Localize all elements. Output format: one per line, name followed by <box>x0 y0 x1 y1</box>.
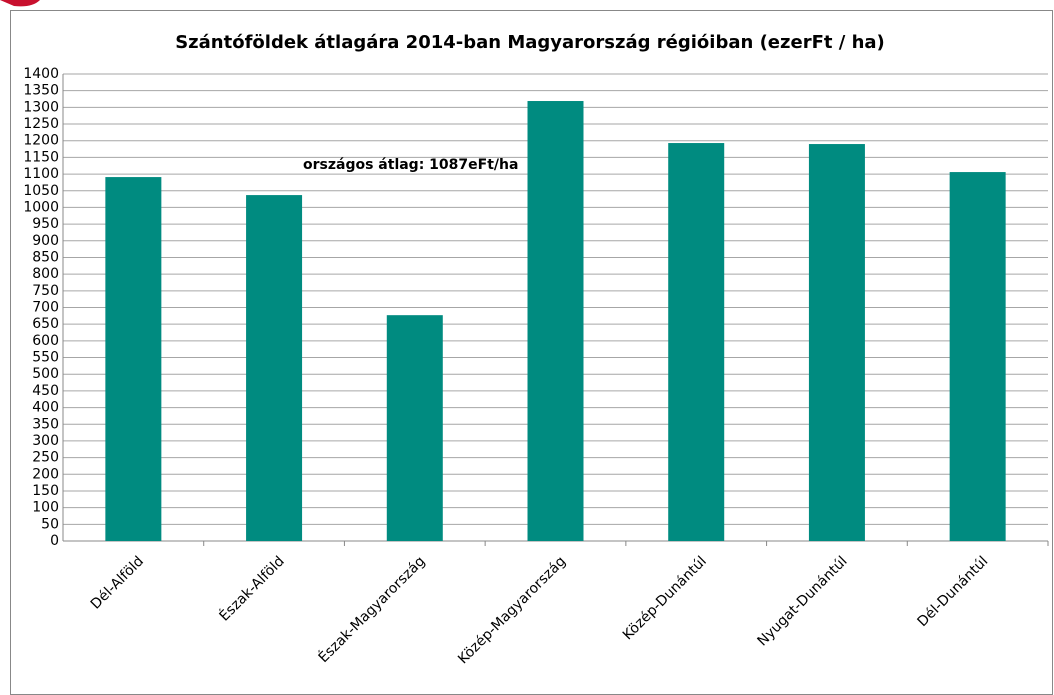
bar <box>105 177 162 541</box>
y-tick-label: 700 <box>32 300 59 316</box>
y-tick-label: 600 <box>32 333 59 349</box>
y-tick-label: 900 <box>32 233 59 249</box>
y-tick-label: 150 <box>32 483 59 499</box>
y-tick-label: 250 <box>32 450 59 466</box>
y-tick-label: 50 <box>41 516 59 532</box>
y-tick-label: 950 <box>32 216 59 232</box>
bar <box>949 172 1006 541</box>
y-tick-label: 1150 <box>23 149 59 165</box>
bar <box>246 195 303 541</box>
y-tick-label: 1400 <box>23 66 59 82</box>
y-tick-label: 1000 <box>23 199 59 215</box>
y-tick-label: 450 <box>32 383 59 399</box>
y-tick-label: 1350 <box>23 83 59 99</box>
y-tick-label: 1050 <box>23 183 59 199</box>
bar <box>808 144 865 542</box>
annotation: országos átlag: 1087eFt/ha <box>303 157 518 173</box>
y-tick-label: 0 <box>50 533 59 549</box>
y-tick-label: 850 <box>32 249 59 265</box>
chart-title: Szántóföldek átlagára 2014-ban Magyarors… <box>175 32 885 53</box>
y-tick-label: 1300 <box>23 99 59 115</box>
bar <box>386 315 443 541</box>
logo-fragment <box>0 0 40 7</box>
y-tick-label: 800 <box>32 266 59 282</box>
y-tick-label: 200 <box>32 466 59 482</box>
y-tick-label: 100 <box>32 500 59 516</box>
y-tick-label: 350 <box>32 416 59 432</box>
y-tick-label: 1100 <box>23 166 59 182</box>
y-tick-label: 650 <box>32 316 59 332</box>
y-tick-label: 500 <box>32 366 59 382</box>
y-tick-label: 400 <box>32 400 59 416</box>
y-tick-label: 300 <box>32 433 59 449</box>
bar <box>527 101 584 541</box>
bar <box>668 143 725 541</box>
y-tick-label: 1250 <box>23 116 59 132</box>
y-tick-label: 1200 <box>23 133 59 149</box>
y-tick-label: 550 <box>32 350 59 366</box>
y-tick-label: 750 <box>32 283 59 299</box>
